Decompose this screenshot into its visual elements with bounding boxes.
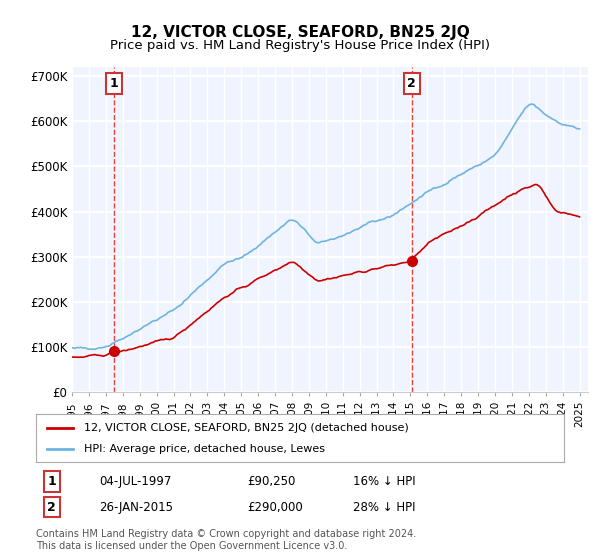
Text: 1: 1 (47, 475, 56, 488)
Text: 04-JUL-1997: 04-JUL-1997 (100, 475, 172, 488)
Text: 28% ↓ HPI: 28% ↓ HPI (353, 501, 415, 514)
Text: 12, VICTOR CLOSE, SEAFORD, BN25 2JQ (detached house): 12, VICTOR CLOSE, SEAFORD, BN25 2JQ (det… (83, 423, 408, 433)
Text: Contains HM Land Registry data © Crown copyright and database right 2024.
This d: Contains HM Land Registry data © Crown c… (36, 529, 416, 551)
Text: HPI: Average price, detached house, Lewes: HPI: Average price, detached house, Lewe… (83, 444, 325, 454)
Text: 12, VICTOR CLOSE, SEAFORD, BN25 2JQ: 12, VICTOR CLOSE, SEAFORD, BN25 2JQ (131, 25, 469, 40)
Text: 2: 2 (47, 501, 56, 514)
Text: 26-JAN-2015: 26-JAN-2015 (100, 501, 173, 514)
Text: Price paid vs. HM Land Registry's House Price Index (HPI): Price paid vs. HM Land Registry's House … (110, 39, 490, 52)
Text: £290,000: £290,000 (247, 501, 303, 514)
Text: 16% ↓ HPI: 16% ↓ HPI (353, 475, 415, 488)
Text: 2: 2 (407, 77, 416, 90)
Text: 1: 1 (110, 77, 119, 90)
Text: £90,250: £90,250 (247, 475, 296, 488)
